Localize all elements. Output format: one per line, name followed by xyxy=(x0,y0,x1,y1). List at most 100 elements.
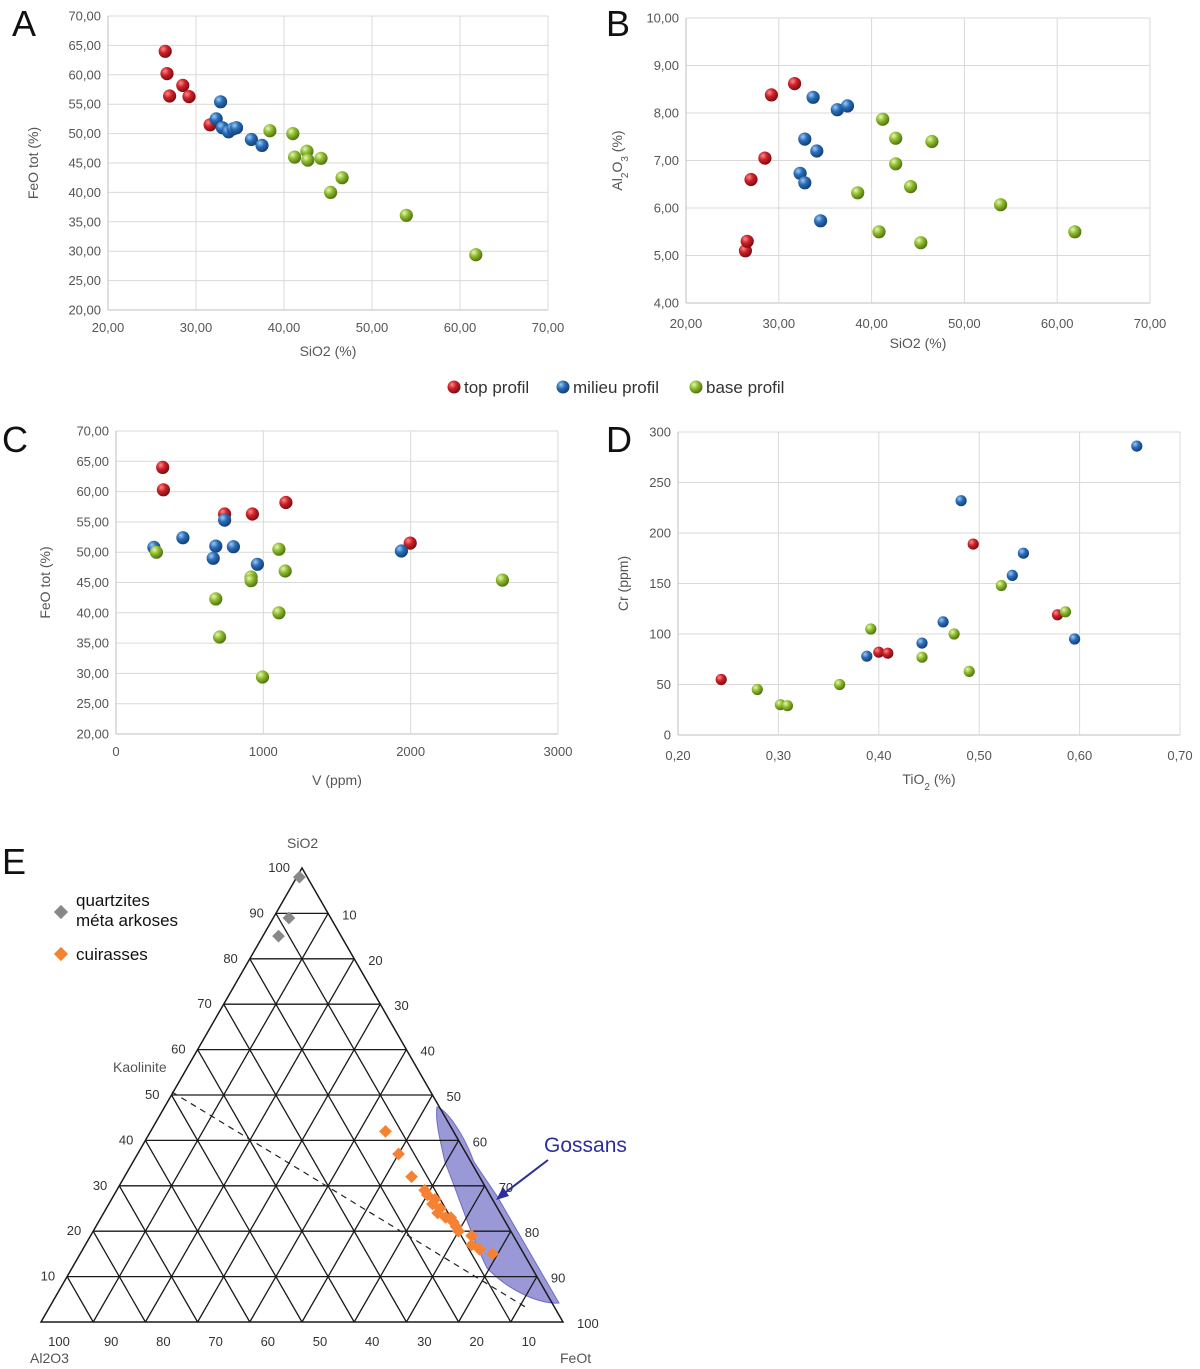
bottom-edge-tick: 70 xyxy=(208,1334,222,1349)
x-tick-label: 0,30 xyxy=(766,748,791,763)
right-edge-tick: 100 xyxy=(577,1316,599,1331)
point-base-b xyxy=(876,112,890,126)
x-axis-label-a: SiO2 (%) xyxy=(300,343,357,359)
point-top-b xyxy=(764,88,779,102)
ternary-points xyxy=(272,870,499,1261)
point-base-c xyxy=(244,574,258,588)
left-edge-tick: 100 xyxy=(268,860,290,875)
x-tick-label: 2000 xyxy=(396,744,425,759)
y-tick-label: 4,00 xyxy=(654,296,679,311)
grid-line-al2o3 xyxy=(223,1003,407,1323)
legend-label-base: base profil xyxy=(706,378,784,397)
bottom-edge-tick: 50 xyxy=(313,1334,327,1349)
y-tick-label: 65,00 xyxy=(68,38,101,53)
grid-line-al2o3 xyxy=(144,1140,251,1323)
point-base-b xyxy=(872,225,886,239)
point-base-a xyxy=(263,124,277,138)
point-top-a xyxy=(182,90,196,104)
point-base-b xyxy=(889,157,903,171)
y-tick-label: 65,00 xyxy=(76,454,109,469)
point-top-c xyxy=(403,536,417,550)
ternary-point-cuirasses xyxy=(379,1124,392,1138)
point-base-d xyxy=(1059,606,1072,618)
x-axis-label-d: TiO2 (%) xyxy=(902,771,955,793)
y-tick-label: 60,00 xyxy=(76,484,109,499)
y-tick-label: 25,00 xyxy=(76,696,109,711)
grid-line-feot xyxy=(510,1276,538,1323)
point-base-c xyxy=(213,630,227,644)
legend-marker-quartzites xyxy=(53,904,69,920)
right-edge-tick: 40 xyxy=(420,1044,434,1059)
gossans-arrow-head xyxy=(496,1187,509,1200)
y-tick-label: 7,00 xyxy=(654,153,679,168)
point-top-c xyxy=(156,460,170,474)
ternary-point-quartzites xyxy=(282,911,296,925)
point-milieu-d xyxy=(937,616,949,628)
point-milieu-a xyxy=(214,95,228,109)
point-base-d xyxy=(751,683,763,696)
panel-label-e: E xyxy=(2,841,26,882)
point-top-c xyxy=(156,483,170,497)
left-edge-tick: 40 xyxy=(119,1132,133,1147)
y-axis-label-b: Al2O3 (%) xyxy=(609,130,631,190)
point-base-c xyxy=(272,606,286,620)
point-top-b xyxy=(758,151,772,165)
kaolinite-tie-line xyxy=(171,1091,528,1309)
point-base-a xyxy=(399,208,413,222)
left-edge-tick: 90 xyxy=(249,905,263,920)
point-milieu-d xyxy=(1017,547,1029,559)
point-base-a xyxy=(301,153,315,167)
point-base-d xyxy=(834,678,846,691)
point-base-d xyxy=(963,665,975,678)
y-tick-label: 25,00 xyxy=(68,273,101,288)
point-base-b xyxy=(1068,225,1082,239)
x-tick-label: 60,00 xyxy=(1041,316,1074,331)
point-base-d xyxy=(916,651,928,663)
y-tick-label: 200 xyxy=(649,526,671,541)
y-tick-label: 300 xyxy=(649,425,671,440)
point-milieu-b xyxy=(798,132,812,146)
x-tick-label: 0,20 xyxy=(665,748,690,763)
x-tick-label: 50,00 xyxy=(948,316,981,331)
y-tick-label: 50 xyxy=(657,677,671,692)
grid-line-feot xyxy=(405,1185,486,1323)
x-tick-label: 1000 xyxy=(249,744,278,759)
y-tick-label: 9,00 xyxy=(654,58,679,73)
point-milieu-d xyxy=(1069,633,1081,645)
point-milieu-c xyxy=(209,539,223,553)
y-tick-label: 40,00 xyxy=(68,185,101,200)
legend-marker-top xyxy=(447,380,461,394)
point-base-c xyxy=(255,670,270,684)
x-tick-label: 3000 xyxy=(544,744,573,759)
ternary-grid xyxy=(39,866,565,1323)
bottom-edge-tick: 20 xyxy=(469,1334,483,1349)
right-edge-tick: 80 xyxy=(525,1225,539,1240)
point-milieu-c xyxy=(226,540,240,554)
x-tick-label: 60,00 xyxy=(444,320,477,335)
x-tick-label: 40,00 xyxy=(855,316,888,331)
y-axis-label-d: Cr (ppm) xyxy=(615,556,631,611)
grid-line-al2o3 xyxy=(92,1230,146,1323)
legend-marker-cuirasses xyxy=(53,946,69,962)
grid-line-al2o3 xyxy=(66,1276,94,1323)
point-milieu-a xyxy=(244,132,258,147)
point-base-b xyxy=(851,186,865,200)
x-tick-label: 70,00 xyxy=(1134,316,1167,331)
point-top-a xyxy=(176,78,190,92)
y-tick-label: 45,00 xyxy=(76,575,109,590)
grid-line-feot xyxy=(353,1140,460,1323)
ternary-point-cuirasses xyxy=(405,1170,418,1184)
y-tick-label: 35,00 xyxy=(76,636,109,651)
point-base-c xyxy=(278,564,292,578)
legend-label-quartzites-line1: quartzites xyxy=(76,891,150,910)
point-top-d xyxy=(967,538,979,550)
x-tick-label: 50,00 xyxy=(356,320,389,335)
y-tick-label: 20,00 xyxy=(68,303,101,318)
grid-line-al2o3 xyxy=(170,1094,303,1323)
right-edge-tick: 60 xyxy=(473,1134,487,1149)
point-milieu-a xyxy=(255,138,269,152)
right-edge-tick: 50 xyxy=(447,1089,461,1104)
left-edge-tick: 50 xyxy=(145,1087,159,1102)
point-base-d xyxy=(865,623,877,635)
point-top-b xyxy=(740,234,754,248)
